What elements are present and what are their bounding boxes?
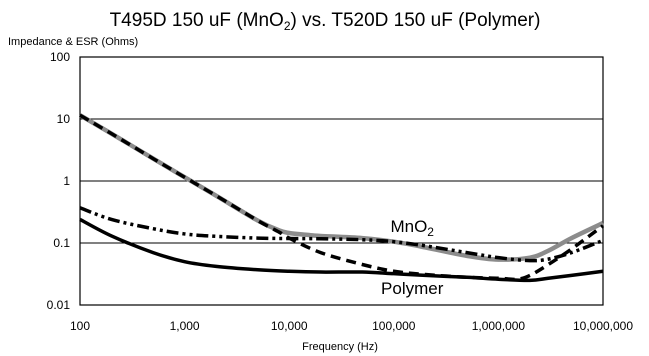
chart-title: T495D 150 uF (MnO2) vs. T520D 150 uF (Po… — [110, 10, 541, 33]
y-axis-label: Impedance & ESR (Ohms) — [8, 36, 138, 48]
x-tick-label: 1,000,000 — [472, 319, 526, 333]
annotation-label-1: Polymer — [381, 279, 444, 298]
x-axis-label: Frequency (Hz) — [302, 341, 378, 353]
y-tick-label: 10 — [57, 112, 71, 126]
x-tick-label: 100 — [70, 319, 90, 333]
chart-title-subscript: 2 — [284, 19, 291, 33]
y-tick-labels: 0.01 0.1 1 10 100 — [47, 50, 71, 312]
plot-area-frame — [79, 56, 604, 306]
series-lines — [78, 113, 605, 283]
series-line-solid-thick — [79, 217, 604, 283]
series-annotations: MnO2 Polymer — [381, 217, 444, 298]
x-tick-label: 100,000 — [372, 319, 416, 333]
y-tick-label: 100 — [50, 50, 70, 64]
x-tick-label: 10,000,000 — [573, 319, 633, 333]
x-tick-label: 1,000 — [170, 319, 200, 333]
y-tick-label: 0.1 — [53, 236, 70, 250]
grid-lines — [80, 118, 603, 244]
annotation-label-0: MnO2 — [390, 217, 434, 239]
x-tick-label: 10,000 — [271, 319, 308, 333]
series-line-dashed — [79, 113, 605, 282]
y-tick-label: 1 — [63, 174, 70, 188]
y-tick-label: 0.01 — [47, 298, 71, 312]
x-tick-labels: 100 1,000 10,000 100,000 1,000,000 10,000,000 — [70, 319, 633, 333]
series-line-dash-dot — [79, 206, 604, 263]
